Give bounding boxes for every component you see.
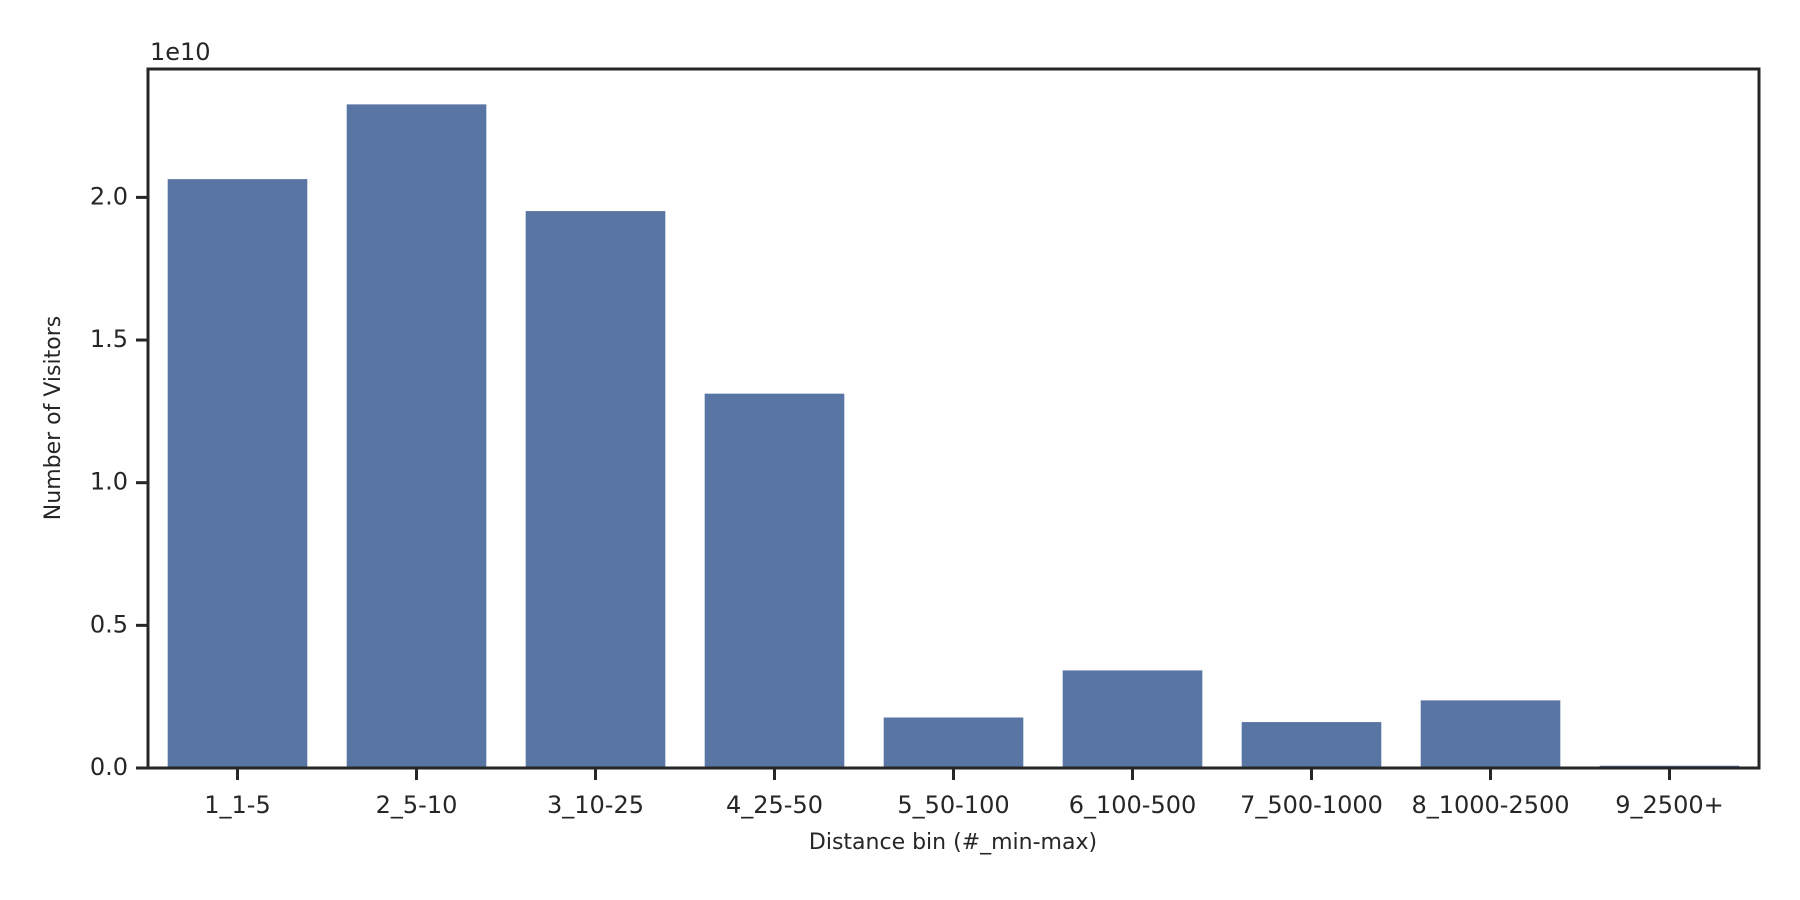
bar [525,211,666,768]
bar [883,717,1024,768]
plot-frame [146,67,1761,770]
bar [1241,722,1382,768]
y-tick-label: 1.0 [90,468,128,496]
x-tick-label: 7_500-1000 [1240,791,1383,819]
x-tick-label: 9_2500+ [1615,791,1723,819]
y-tick-label: 1.5 [90,325,128,353]
x-tick-label: 8_1000-2500 [1411,791,1569,819]
y-tick-label: 0.5 [90,610,128,638]
bar [167,179,308,768]
y-axis-label: Number of Visitors [41,316,66,520]
bar [704,393,845,768]
bar [346,104,487,769]
x-axis-label: Distance bin (#_min-max) [809,830,1097,855]
y-offset-label: 1e10 [150,38,211,66]
x-tick-label: 4_25-50 [726,791,823,819]
bar [1062,670,1203,768]
x-tick-label: 3_10-25 [547,791,644,819]
y-tick-label: 0.0 [90,753,128,781]
x-tick-label: 6_100-500 [1069,791,1197,819]
x-tick-label: 2_5-10 [376,791,458,819]
y-tick-label: 2.0 [90,182,128,210]
x-tick-label: 5_50-100 [897,791,1009,819]
bar [1420,700,1561,768]
x-tick-label: 1_1-5 [204,791,270,819]
